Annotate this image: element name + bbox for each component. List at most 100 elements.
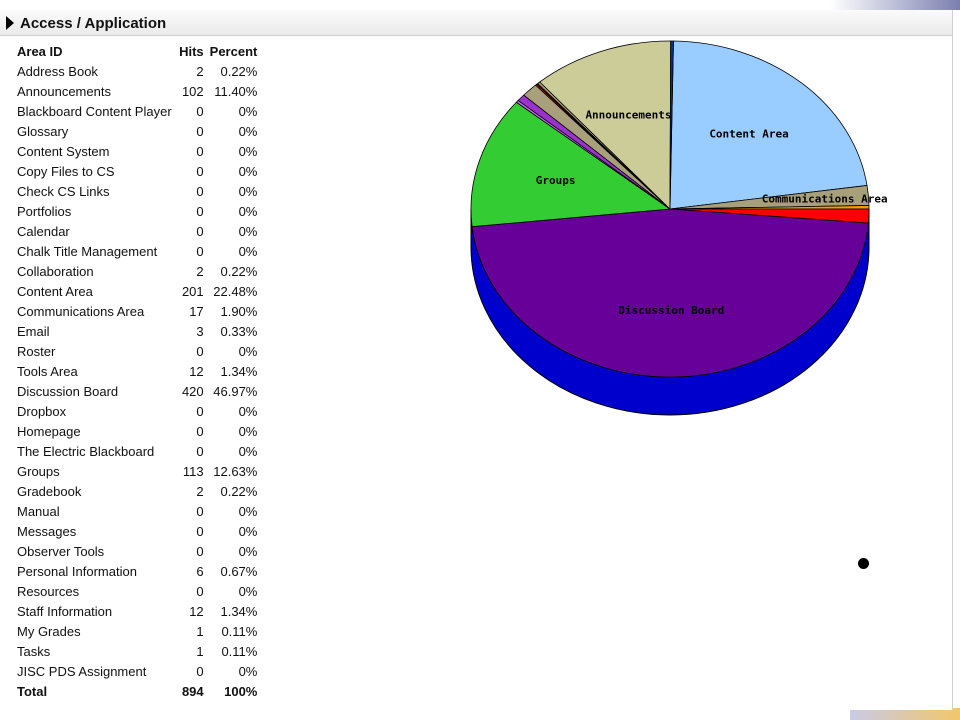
area-name-cell: Messages [17, 524, 77, 539]
backdrop-accent-bottom [850, 708, 960, 720]
table-row: Observer Tools 0 0% [14, 542, 260, 562]
table-row: Staff Information 12 1.34% [14, 602, 260, 622]
area-name-cell: Resources [17, 584, 80, 599]
hits-cell: 3 [196, 324, 204, 339]
hits-cell: 0 [196, 504, 204, 519]
report-title: Access / Application [20, 15, 167, 32]
table-row: Check CS Links 0 0% [14, 182, 260, 202]
area-name-cell: My Grades [17, 624, 81, 639]
area-name-cell: Collaboration [17, 264, 94, 279]
pie-slice [669, 40, 674, 210]
report-panel: Access / Application Area ID Hits Percen… [0, 10, 953, 710]
hits-cell: 0 [196, 524, 204, 539]
percent-cell: 0% [238, 544, 258, 559]
table-row: Gradebook 2 0.22% [14, 482, 260, 502]
table-row: Chalk Title Management 0 0% [14, 242, 260, 262]
percent-cell: 0% [238, 244, 258, 259]
table-row: Content System 0 0% [14, 142, 260, 162]
table-row: Homepage 0 0% [14, 422, 260, 442]
pie-slice [471, 208, 869, 378]
percent-cell: 1.34% [220, 604, 258, 619]
report-header: Access / Application [0, 10, 952, 36]
hits-cell: 0 [196, 244, 204, 259]
percent-cell: 0% [238, 144, 258, 159]
column-header-hits: Hits [179, 44, 204, 59]
access-table: Area ID Hits Percent Address Book 2 0.22% A… [14, 42, 260, 702]
pie-slice-label: Content Area [709, 127, 788, 140]
table-row: Portfolios 0 0% [14, 202, 260, 222]
table-row: Copy Files to CS 0 0% [14, 162, 260, 182]
area-name-cell: Observer Tools [17, 544, 105, 559]
percent-cell: 0% [238, 104, 258, 119]
table-row: Resources 0 0% [14, 582, 260, 602]
percent-cell: 46.97% [213, 384, 258, 399]
hits-cell: 201 [181, 284, 204, 299]
percent-cell: 11.40% [214, 84, 258, 99]
area-name-cell: Gradebook [17, 484, 82, 499]
percent-cell: 1.90% [220, 304, 258, 319]
hits-cell: 894 [181, 684, 204, 699]
hits-cell: 1 [196, 624, 204, 639]
collapse-arrow-icon[interactable] [6, 16, 14, 30]
percent-cell: 0.67% [220, 564, 258, 579]
table-row: Tasks 1 0.11% [14, 642, 260, 662]
area-name-cell: JISC PDS Assignment [17, 664, 147, 679]
table-row: The Electric Blackboard 0 0% [14, 442, 260, 462]
hits-cell: 0 [196, 444, 204, 459]
pie-chart: Content Area Communications Area Discussio… [470, 40, 888, 416]
area-name-cell: Check CS Links [17, 184, 110, 199]
hits-cell: 0 [196, 104, 204, 119]
area-name-cell: Personal Information [17, 564, 137, 579]
area-name-cell: Address Book [17, 64, 98, 79]
table-row: Glossary 0 0% [14, 122, 260, 142]
area-name-cell: Discussion Board [17, 384, 119, 399]
percent-cell: 0% [238, 584, 258, 599]
area-name-cell: Announcements [17, 84, 111, 99]
area-name-cell: Dropbox [17, 404, 67, 419]
table-row: JISC PDS Assignment 0 0% [14, 662, 260, 682]
pie-slice-label: Announcements [585, 108, 671, 121]
pie-slice [539, 40, 672, 210]
hits-cell: 12 [189, 364, 204, 379]
area-name-cell: Chalk Title Management [17, 244, 158, 259]
percent-cell: 0% [238, 404, 258, 419]
percent-cell: 0.33% [220, 324, 258, 339]
hits-cell: 0 [196, 224, 204, 239]
percent-cell: 22.48% [213, 284, 258, 299]
percent-cell: 0% [238, 504, 258, 519]
area-name-cell: Staff Information [17, 604, 113, 619]
percent-cell: 0% [238, 344, 258, 359]
percent-cell: 0% [238, 664, 258, 679]
table-row: My Grades 1 0.11% [14, 622, 260, 642]
pie-slice-label: Groups [536, 174, 576, 187]
table-row: Blackboard Content Player 0 0% [14, 102, 260, 122]
area-name-cell: Content System [17, 144, 110, 159]
hits-cell: 0 [196, 184, 204, 199]
column-header-area-id: Area ID [17, 44, 63, 59]
table-row: Email 3 0.33% [14, 322, 260, 342]
table-row: Content Area 201 22.48% [14, 282, 260, 302]
percent-cell: 0% [238, 204, 258, 219]
percent-cell: 1.34% [220, 364, 258, 379]
table-row: Collaboration 2 0.22% [14, 262, 260, 282]
area-name-cell: Manual [17, 504, 60, 519]
pie-slice-label: Discussion Board [618, 304, 724, 317]
backdrop-accent-top [830, 0, 960, 10]
area-name-cell: Glossary [17, 124, 69, 139]
percent-cell: 0% [238, 444, 258, 459]
area-name-cell: Tasks [17, 644, 51, 659]
percent-cell: 0% [238, 164, 258, 179]
area-name-cell: Blackboard Content Player [17, 104, 172, 119]
percent-cell: 0% [238, 424, 258, 439]
hits-cell: 0 [196, 124, 204, 139]
hits-cell: 0 [196, 404, 204, 419]
percent-cell: 0.22% [220, 264, 258, 279]
area-name-cell: Email [17, 324, 50, 339]
percent-cell: 0.11% [221, 644, 258, 659]
hits-cell: 0 [196, 344, 204, 359]
bullet-dot [858, 558, 869, 569]
table-header-row: Area ID Hits Percent [14, 42, 260, 62]
table-row: Personal Information 6 0.67% [14, 562, 260, 582]
area-name-cell: Homepage [17, 424, 81, 439]
table-row: Dropbox 0 0% [14, 402, 260, 422]
